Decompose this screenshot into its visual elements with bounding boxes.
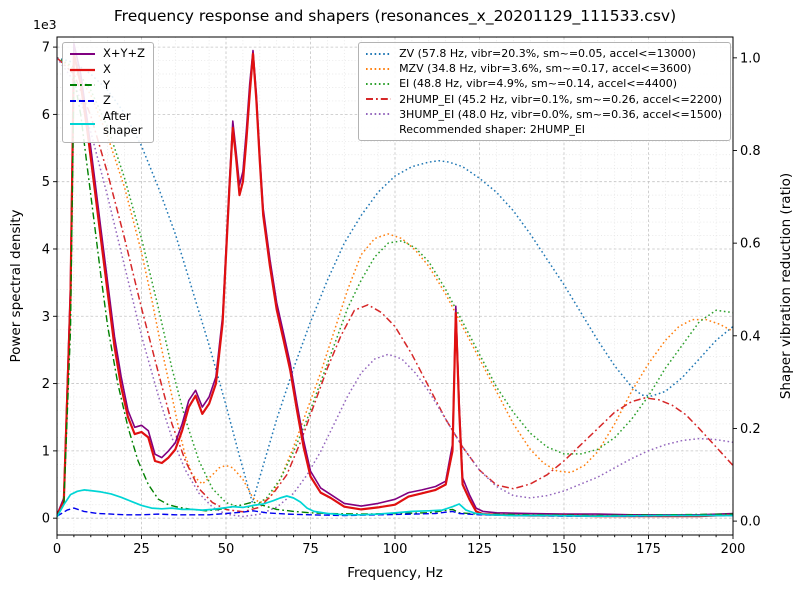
- tick-labels: 0 25 50 75 100 125 150 175 200 0 1 2 3 4 5 6 7 0.0 0.2 0.4 0…: [42, 41, 761, 557]
- x-tick-label: 0: [53, 542, 61, 557]
- x-axis-label: Frequency, Hz: [347, 565, 443, 581]
- legend-line-sample: [70, 52, 95, 55]
- legend-entry-MZV: MZV (34.8 Hz, vibr=3.6%, sm~=0.17, accel…: [365, 62, 722, 75]
- legend-line-sample: [366, 52, 392, 55]
- chart-title: Frequency response and shapers (resonanc…: [113, 7, 677, 25]
- y-axis-offset-label: 1e3: [33, 17, 57, 32]
- legend-label: X+Y+Z: [103, 46, 146, 60]
- legend-line-sample: [366, 82, 392, 85]
- y-left-axis-label: Power spectral density: [8, 209, 24, 363]
- legend-label: After shaper: [103, 109, 143, 137]
- axis-ticks: [53, 46, 737, 539]
- legend-line-sample: [366, 98, 392, 101]
- x-tick-label: 200: [721, 542, 746, 557]
- legend-line-sample: [70, 68, 95, 71]
- y-right-tick-label: 0.8: [740, 144, 761, 159]
- legend-entry-after-shaper: After shaper: [69, 109, 145, 138]
- legend-entry-ZV: ZV (57.8 Hz, vibr=20.3%, sm~=0.05, accel…: [365, 47, 722, 60]
- legend-line-sample: [366, 67, 392, 70]
- legend-label: Y: [103, 77, 111, 92]
- psd-legend: X+Y+Z X Y Z After shaper: [62, 42, 155, 143]
- x-tick-label: 50: [218, 542, 235, 557]
- y-right-tick-label: 1.0: [740, 51, 761, 66]
- legend-label: 2HUMP_EI (45.2 Hz, vibr=0.1%, sm~=0.26, …: [399, 92, 722, 106]
- y-left-tick-label: 3: [42, 310, 50, 325]
- legend-label: X: [103, 61, 111, 76]
- legend-label: ZV (57.8 Hz, vibr=20.3%, sm~=0.05, accel…: [399, 47, 696, 60]
- shaper-legend: ZV (57.8 Hz, vibr=20.3%, sm~=0.05, accel…: [358, 42, 731, 142]
- y-right-tick-label: 0.4: [740, 329, 761, 344]
- legend-entry-x: X: [69, 61, 145, 77]
- series-z: [57, 507, 733, 517]
- x-tick-label: 100: [383, 542, 408, 557]
- series-2HUMP_EI: [57, 57, 733, 513]
- y-left-tick-label: 6: [42, 108, 50, 123]
- legend-entry-sum: X+Y+Z: [69, 46, 146, 61]
- series-lines: [57, 42, 733, 518]
- y-right-tick-label: 0.0: [740, 515, 761, 530]
- y-left-tick-label: 1: [42, 444, 50, 459]
- plot-border: [56, 36, 734, 536]
- legend-entry-3HUMP_EI: 3HUMP_EI (48.0 Hz, vibr=0.0%, sm~=0.36, …: [365, 108, 722, 121]
- x-tick-label: 75: [302, 542, 319, 557]
- y-left-tick-label: 0: [42, 512, 50, 527]
- legend-entry-y: Y: [69, 77, 145, 93]
- legend-line-sample: [70, 122, 95, 125]
- legend-line-sample: [366, 113, 392, 116]
- legend-entry-2HUMP_EI: 2HUMP_EI (45.2 Hz, vibr=0.1%, sm~=0.26, …: [365, 93, 722, 106]
- series-after-shaper: [57, 489, 733, 518]
- x-tick-label: 25: [133, 542, 150, 557]
- legend-label: EI (48.8 Hz, vibr=4.9%, sm~=0.14, accel<…: [399, 77, 678, 91]
- y-left-tick-label: 7: [42, 41, 50, 56]
- y-left-tick-label: 4: [42, 242, 50, 257]
- x-tick-label: 175: [636, 542, 661, 557]
- y-right-axis-label: Shaper vibration reduction (ratio): [778, 172, 794, 400]
- series-y: [57, 76, 733, 517]
- legend-entry-z: Z: [69, 94, 145, 108]
- legend-line-sample: [70, 100, 95, 103]
- y-right-tick-label: 0.6: [740, 237, 761, 252]
- legend-line-sample: [70, 84, 95, 87]
- legend-entry-EI: EI (48.8 Hz, vibr=4.9%, sm~=0.14, accel<…: [365, 77, 722, 90]
- legend-label: 3HUMP_EI (48.0 Hz, vibr=0.0%, sm~=0.36, …: [399, 107, 722, 121]
- y-right-tick-label: 0.2: [740, 422, 761, 437]
- y-left-tick-label: 5: [42, 175, 50, 190]
- legend-note: Recommended shaper: 2HUMP_EI: [399, 122, 586, 136]
- series-x: [57, 52, 733, 518]
- y-left-tick-label: 2: [42, 377, 50, 392]
- x-tick-label: 125: [467, 542, 492, 557]
- legend-label: MZV (34.8 Hz, vibr=3.6%, sm~=0.17, accel…: [399, 62, 692, 76]
- series-MZV: [57, 57, 733, 504]
- x-tick-label: 150: [552, 542, 577, 557]
- legend-label: Z: [103, 93, 111, 108]
